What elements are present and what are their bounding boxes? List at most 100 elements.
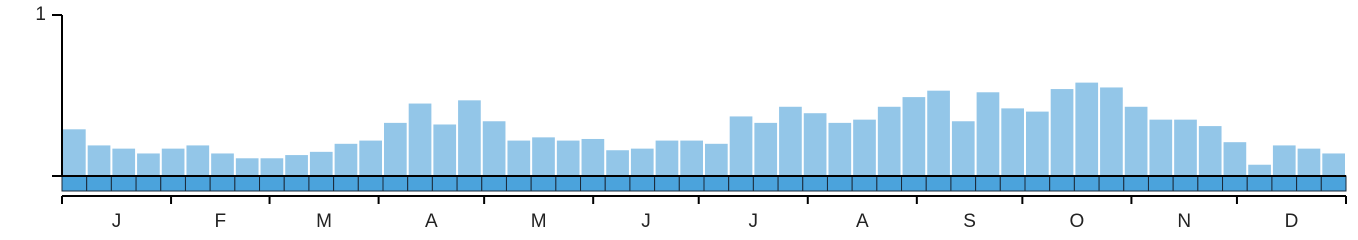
bar	[1223, 142, 1247, 176]
bar	[853, 119, 876, 176]
bar	[87, 145, 111, 176]
bar	[705, 143, 728, 176]
week-cell	[1123, 175, 1149, 192]
week-cell	[901, 175, 927, 192]
week-cell	[1296, 175, 1322, 192]
week-cell	[1073, 175, 1100, 192]
week-cell	[1197, 175, 1224, 192]
week-cell	[950, 175, 977, 192]
bar	[137, 153, 160, 176]
bar	[828, 122, 852, 176]
bar	[507, 140, 531, 176]
bar	[334, 143, 358, 176]
week-cell	[1246, 175, 1273, 192]
week-cell	[357, 175, 384, 192]
bar	[1124, 106, 1148, 176]
week-cell	[1147, 175, 1174, 192]
week-cell	[999, 175, 1026, 192]
bar	[1026, 111, 1049, 176]
week-cell	[851, 175, 878, 192]
week-cell	[802, 175, 828, 192]
week-cell	[604, 175, 631, 192]
x-tick-label: S	[963, 211, 976, 232]
x-tick-label: M	[531, 211, 547, 232]
bar	[1297, 148, 1321, 176]
x-tick-label: J	[748, 211, 758, 232]
week-cell	[407, 175, 433, 192]
week-cell	[135, 175, 162, 192]
week-cell	[382, 175, 409, 192]
bar	[779, 106, 802, 176]
week-cell	[1024, 175, 1051, 192]
bar	[1322, 153, 1345, 176]
bar	[754, 122, 778, 176]
bar	[1198, 126, 1222, 176]
week-cell	[752, 175, 779, 192]
week-cell	[1222, 175, 1248, 192]
bar	[260, 158, 284, 176]
y-tick-label: 1	[35, 4, 46, 25]
bar	[532, 137, 555, 176]
bar	[1001, 108, 1024, 176]
week-cell	[259, 175, 285, 192]
bar	[112, 148, 136, 176]
bar	[285, 155, 308, 176]
week-cell	[160, 175, 186, 192]
bar	[1149, 119, 1173, 176]
week-cell	[728, 175, 754, 192]
bar	[630, 148, 654, 176]
week-cell	[61, 175, 88, 192]
week-cell	[703, 175, 730, 192]
week-cell	[629, 175, 656, 192]
bar	[729, 116, 753, 176]
week-cell	[530, 175, 557, 192]
bar	[384, 122, 407, 176]
bar	[211, 153, 234, 176]
bar	[927, 90, 950, 176]
week-cell	[481, 175, 507, 192]
week-cell	[654, 175, 680, 192]
week-cell	[234, 175, 261, 192]
week-cell	[1271, 175, 1298, 192]
bar	[1050, 89, 1074, 176]
bar	[359, 140, 382, 176]
week-cell	[1098, 175, 1125, 192]
bar	[606, 150, 629, 176]
bar	[63, 129, 86, 176]
x-tick-label: M	[316, 211, 332, 232]
bar	[1248, 164, 1271, 176]
week-cell	[431, 175, 458, 192]
week-cell	[283, 175, 310, 192]
bar	[556, 140, 580, 176]
week-cell	[975, 175, 1001, 192]
x-tick-label: D	[1285, 211, 1299, 232]
week-cell	[184, 175, 211, 192]
x-tick-label: A	[425, 211, 438, 232]
bar	[186, 145, 210, 176]
week-cell	[86, 175, 112, 192]
bar	[680, 140, 703, 176]
week-cell	[555, 175, 582, 192]
bar	[1174, 119, 1197, 176]
bar	[655, 140, 679, 176]
x-tick-label: N	[1177, 211, 1191, 232]
week-cell	[110, 175, 137, 192]
week-cell	[925, 175, 952, 192]
week-cell	[876, 175, 903, 192]
bar	[902, 97, 926, 176]
bar	[1100, 87, 1123, 176]
x-tick-label: A	[856, 211, 869, 232]
x-tick-label: J	[641, 211, 651, 232]
x-tick-label: O	[1069, 211, 1084, 232]
bar	[235, 158, 259, 176]
bar	[161, 148, 185, 176]
bar	[877, 106, 901, 176]
bar	[433, 124, 457, 176]
x-tick-label: F	[214, 211, 226, 232]
x-tick-label: J	[112, 211, 122, 232]
week-cell	[333, 175, 359, 192]
week-cell	[580, 175, 606, 192]
bar	[1272, 145, 1296, 176]
bar	[976, 92, 1000, 176]
